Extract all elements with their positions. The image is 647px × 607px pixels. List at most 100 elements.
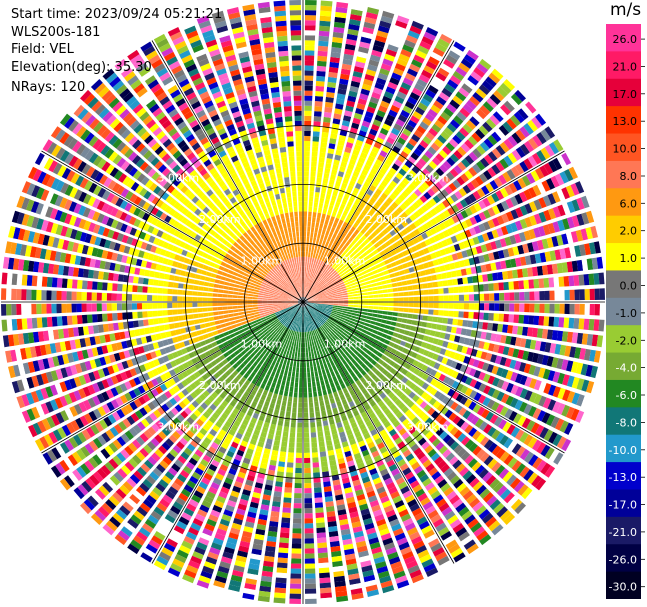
velocity-gate bbox=[276, 471, 284, 478]
velocity-gate bbox=[360, 282, 367, 286]
velocity-gate bbox=[251, 378, 258, 385]
velocity-gate bbox=[370, 167, 378, 176]
velocity-gate bbox=[375, 459, 385, 467]
velocity-gate bbox=[164, 471, 175, 481]
velocity-gate bbox=[282, 375, 287, 381]
velocity-gate bbox=[328, 393, 334, 400]
velocity-gate bbox=[337, 389, 344, 396]
velocity-gate bbox=[305, 316, 307, 322]
velocity-gate bbox=[456, 176, 466, 186]
velocity-gate bbox=[372, 163, 381, 171]
velocity-gate bbox=[493, 502, 505, 514]
velocity-gate bbox=[469, 390, 478, 399]
velocity-gate bbox=[318, 349, 323, 355]
velocity-gate bbox=[212, 504, 223, 513]
velocity-gate bbox=[188, 527, 199, 536]
velocity-gate bbox=[432, 259, 439, 266]
velocity-gate bbox=[538, 381, 547, 393]
velocity-gate bbox=[430, 452, 440, 462]
velocity-gate bbox=[285, 472, 293, 478]
velocity-gate bbox=[51, 447, 62, 460]
velocity-gate bbox=[270, 322, 276, 328]
velocity-gate bbox=[284, 338, 289, 345]
velocity-gate bbox=[262, 320, 268, 325]
velocity-gate bbox=[342, 331, 348, 337]
velocity-gate bbox=[236, 359, 243, 366]
velocity-gate bbox=[389, 367, 397, 375]
velocity-gate bbox=[304, 513, 313, 519]
velocity-gate bbox=[313, 340, 317, 346]
velocity-gate bbox=[384, 437, 393, 446]
velocity-gate bbox=[266, 535, 277, 543]
velocity-gate bbox=[205, 370, 213, 378]
velocity-gate bbox=[343, 115, 352, 122]
velocity-gate bbox=[341, 198, 348, 206]
velocity-gate bbox=[337, 88, 347, 95]
velocity-gate bbox=[479, 534, 492, 546]
velocity-gate bbox=[301, 307, 303, 312]
velocity-gate bbox=[339, 518, 349, 526]
velocity-gate bbox=[330, 268, 335, 274]
velocity-gate bbox=[204, 338, 211, 345]
velocity-gate bbox=[330, 330, 335, 336]
velocity-gate bbox=[252, 340, 258, 346]
velocity-gate bbox=[517, 326, 524, 336]
velocity-gate bbox=[357, 327, 363, 332]
velocity-gate bbox=[309, 326, 313, 332]
velocity-gate bbox=[309, 283, 312, 289]
velocity-gate bbox=[208, 463, 218, 472]
velocity-gate bbox=[139, 482, 150, 493]
velocity-gate bbox=[328, 242, 333, 248]
velocity-gate bbox=[68, 437, 79, 449]
velocity-gate bbox=[324, 491, 333, 498]
velocity-gate bbox=[303, 251, 306, 257]
velocity-gate bbox=[235, 432, 243, 440]
velocity-gate bbox=[147, 401, 156, 411]
velocity-gate bbox=[366, 408, 374, 415]
velocity-gate bbox=[249, 364, 256, 371]
velocity-gate bbox=[244, 583, 257, 590]
velocity-gate bbox=[309, 267, 312, 273]
velocity-gate bbox=[294, 320, 297, 326]
velocity-gate bbox=[467, 276, 474, 284]
velocity-gate bbox=[313, 274, 317, 280]
velocity-gate bbox=[303, 302, 308, 304]
velocity-gate bbox=[279, 410, 285, 417]
velocity-gate bbox=[380, 243, 387, 250]
velocity-gate bbox=[519, 143, 530, 156]
velocity-gate bbox=[559, 303, 565, 314]
velocity-gate bbox=[415, 397, 424, 406]
velocity-gate bbox=[446, 237, 453, 246]
velocity-gate bbox=[264, 443, 272, 450]
velocity-gate bbox=[244, 379, 251, 386]
velocity-gate bbox=[164, 390, 172, 399]
velocity-gate bbox=[393, 307, 399, 312]
velocity-gate bbox=[398, 307, 404, 312]
velocity-gate bbox=[468, 311, 474, 319]
velocity-gate bbox=[418, 171, 427, 181]
velocity-gate bbox=[128, 427, 138, 437]
velocity-gate bbox=[341, 415, 348, 422]
velocity-gate bbox=[182, 397, 191, 406]
velocity-gate bbox=[586, 210, 595, 224]
velocity-gate bbox=[304, 478, 312, 484]
velocity-gate bbox=[408, 205, 416, 213]
velocity-gate bbox=[78, 388, 87, 399]
velocity-gate bbox=[432, 400, 441, 409]
velocity-gate bbox=[389, 273, 396, 278]
velocity-gate bbox=[432, 157, 441, 166]
velocity-gate bbox=[503, 79, 516, 91]
velocity-gate bbox=[425, 366, 433, 375]
velocity-gate bbox=[376, 77, 387, 86]
velocity-gate bbox=[543, 429, 554, 442]
velocity-gate bbox=[365, 437, 373, 445]
velocity-gate bbox=[350, 352, 356, 358]
velocity-gate bbox=[467, 518, 479, 529]
velocity-gate bbox=[321, 131, 329, 138]
velocity-gate bbox=[533, 227, 541, 238]
velocity-gate bbox=[312, 306, 317, 309]
velocity-gate bbox=[174, 459, 184, 469]
velocity-gate bbox=[278, 341, 283, 347]
velocity-gate bbox=[325, 241, 330, 247]
velocity-gate bbox=[486, 495, 498, 507]
